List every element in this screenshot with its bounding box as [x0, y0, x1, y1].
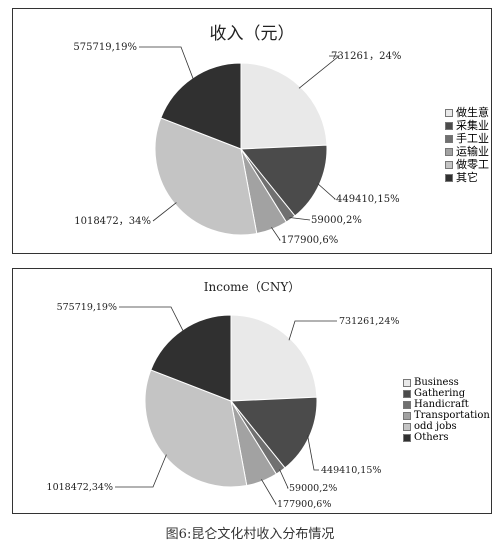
data-label-1: 449410,15%: [321, 465, 381, 476]
legend-item: Gathering: [403, 388, 490, 399]
legend-label: Others: [414, 432, 449, 443]
legend-swatch: [445, 134, 453, 143]
legend-label: Gathering: [414, 388, 466, 399]
legend-swatch: [445, 160, 453, 169]
legend-label: 手工业: [456, 132, 489, 145]
legend-swatch: [403, 411, 411, 420]
legend-swatch: [445, 173, 453, 182]
legend-item: 其它: [445, 171, 489, 184]
pie-chart-chinese: 731261，24% 449410,15% 59000,2% 177900,6% 101…: [73, 42, 401, 246]
leader-line-1: [317, 183, 337, 200]
legend: 做生意 采集业 手工业 运输业 做零工 其它: [445, 106, 489, 184]
data-label-0: 731261,24%: [339, 316, 399, 327]
data-label-4: 1018472，34%: [74, 216, 151, 227]
leader-line-5: [139, 46, 194, 80]
legend-swatch: [445, 147, 453, 156]
pie-slice-0: [230, 314, 318, 402]
data-label-5: 575719,19%: [57, 302, 117, 313]
leader-line-2: [289, 217, 311, 221]
legend-item: odd jobs: [403, 421, 490, 432]
legend-label: odd jobs: [414, 421, 457, 432]
data-label-4: 1018472,34%: [47, 482, 113, 493]
chart-panel-english: Income（CNY） 731261,24% 449410,15% 59000,2%…: [12, 268, 492, 514]
pie-chart-english: 731261,24% 449410,15% 59000,2% 177900,6% 101…: [47, 302, 400, 510]
data-label-2: 59000,2%: [311, 215, 362, 226]
chart-title: Income（CNY）: [203, 280, 301, 294]
leader-line-4: [152, 202, 177, 222]
leader-line-5: [119, 306, 184, 332]
data-label-0: 731261，24%: [331, 51, 401, 62]
legend-label: 运输业: [456, 145, 489, 158]
leader-line-3: [261, 479, 277, 505]
legend-item: Handicraft: [403, 399, 490, 410]
legend-item: Others: [403, 432, 490, 443]
legend-item: 运输业: [445, 145, 489, 158]
leader-line-2: [279, 469, 289, 489]
chart-panel-chinese: 收入（元） 731261，24% 449410,15% 59000,2% 177900…: [12, 8, 492, 254]
data-label-5: 575719,19%: [73, 42, 137, 53]
legend-label: Handicraft: [414, 399, 469, 410]
data-label-2: 59000,2%: [289, 483, 337, 494]
leader-line-0: [298, 55, 341, 89]
legend-label: 做零工: [456, 158, 489, 171]
data-label-3: 177900,6%: [281, 235, 338, 246]
pie-slice-1: [229, 396, 318, 469]
pie-slice-4: [144, 369, 248, 488]
pie-slice-5: [160, 62, 242, 150]
legend-swatch: [403, 422, 411, 431]
legend-item: Business: [403, 377, 490, 388]
chart-title: 收入（元）: [209, 24, 295, 44]
legend-item: 做生意: [445, 106, 489, 119]
leader-line-4: [115, 454, 167, 488]
legend-swatch: [403, 378, 411, 387]
legend-swatch: [403, 400, 411, 409]
figure-caption: 图6:昆仑文化村收入分布情况: [165, 527, 335, 542]
leader-line-3: [271, 227, 281, 241]
legend-label: 其它: [456, 171, 478, 184]
legend-swatch: [403, 433, 411, 442]
leader-line-0: [288, 320, 337, 341]
legend-item: 手工业: [445, 132, 489, 145]
legend-item: 做零工: [445, 158, 489, 171]
legend-swatch: [445, 121, 453, 130]
legend: Business Gathering Handicraft Transportatio…: [403, 377, 490, 443]
legend-label: 采集业: [456, 119, 489, 132]
legend-label: Transportation: [414, 410, 490, 421]
legend-label: 做生意: [456, 106, 489, 119]
legend-item: 采集业: [445, 119, 489, 132]
data-label-3: 177900,6%: [277, 499, 331, 510]
pie-slice-1: [239, 144, 328, 217]
legend-swatch: [403, 389, 411, 398]
data-label-1: 449410,15%: [336, 194, 400, 205]
leader-line-1: [307, 435, 319, 471]
legend-label: Business: [414, 377, 459, 388]
legend-swatch: [445, 108, 453, 117]
legend-item: Transportation: [403, 410, 490, 421]
